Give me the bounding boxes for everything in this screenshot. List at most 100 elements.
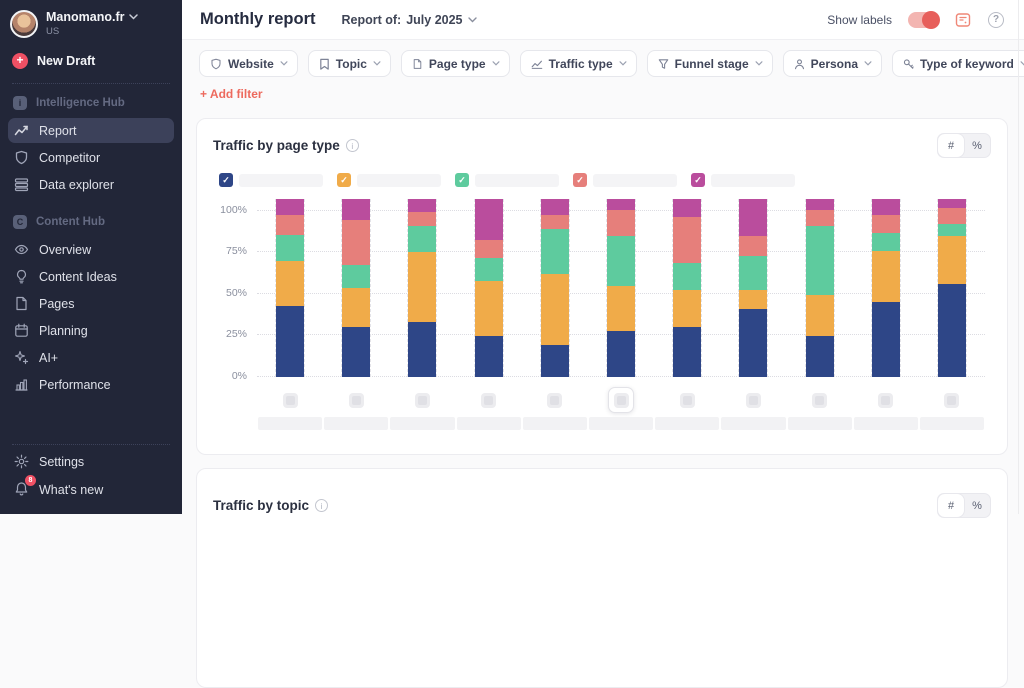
bar-segment (806, 226, 834, 295)
legend-checkbox[interactable]: ✓ (573, 173, 587, 187)
sidebar-item-pages[interactable]: Pages (8, 291, 174, 316)
filter-chip-type-of-keyword[interactable]: Type of keyword (892, 50, 1024, 77)
unit-percent-button[interactable]: % (964, 134, 990, 157)
filter-chip-page-type[interactable]: Page type (401, 50, 510, 77)
bar-segment (276, 306, 304, 377)
bar-segment (673, 290, 701, 327)
bar-slot (522, 199, 588, 377)
x-slot (853, 393, 919, 408)
filter-chip-funnel-stage[interactable]: Funnel stage (647, 50, 773, 77)
scrollbar[interactable] (1018, 0, 1019, 514)
sidebar-item-overview[interactable]: Overview (8, 237, 174, 262)
bar-slot (853, 199, 919, 377)
legend-label-redacted (357, 174, 441, 187)
bar-segment (673, 327, 701, 377)
sidebar-item-content-ideas[interactable]: Content Ideas (8, 264, 174, 289)
sidebar-item-planning[interactable]: Planning (8, 318, 174, 343)
x-slot (919, 393, 985, 408)
category-label-redacted (854, 417, 918, 430)
sidebar-item-ai-plus[interactable]: AI+ (8, 345, 174, 370)
legend-checkbox[interactable]: ✓ (337, 173, 351, 187)
legend-item[interactable]: ✓ (337, 173, 441, 187)
bar-segment (541, 229, 569, 274)
new-draft-button[interactable]: + New Draft (0, 44, 182, 79)
unit-switch: # % (937, 133, 991, 158)
category-checkbox[interactable] (746, 393, 761, 408)
legend-item[interactable]: ✓ (219, 173, 323, 187)
legend-item[interactable]: ✓ (573, 173, 677, 187)
category-checkbox[interactable] (481, 393, 496, 408)
plus-icon: + (12, 53, 28, 69)
stacked-bar[interactable] (540, 199, 570, 377)
bar-segment (475, 336, 503, 377)
category-checkbox[interactable] (349, 393, 364, 408)
x-label-slot (257, 417, 323, 430)
clipboard-icon[interactable] (954, 11, 972, 29)
category-checkbox-focused[interactable] (608, 387, 634, 413)
category-checkbox[interactable] (812, 393, 827, 408)
category-checkbox[interactable] (547, 393, 562, 408)
stacked-bar[interactable] (275, 199, 305, 377)
stacked-bar[interactable] (937, 199, 967, 377)
bar-segment (739, 256, 767, 290)
filter-chip-topic[interactable]: Topic (308, 50, 391, 77)
bar-segment (938, 236, 966, 284)
sidebar-item-performance[interactable]: Performance (8, 372, 174, 397)
sidebar-item-report[interactable]: Report (8, 118, 174, 143)
category-checkbox[interactable] (878, 393, 893, 408)
file-icon (14, 296, 29, 311)
help-icon[interactable]: ? (988, 12, 1004, 28)
x-label-slot (522, 417, 588, 430)
bar-segment (938, 199, 966, 208)
legend-item[interactable]: ✓ (455, 173, 559, 187)
legend-label-redacted (711, 174, 795, 187)
legend-checkbox[interactable]: ✓ (219, 173, 233, 187)
legend-checkbox[interactable]: ✓ (691, 173, 705, 187)
bar-slot (588, 199, 654, 377)
stacked-bar[interactable] (871, 199, 901, 377)
info-icon[interactable]: i (346, 139, 359, 152)
bar-segment (475, 199, 503, 240)
x-slot (787, 393, 853, 408)
sidebar-item-data-explorer[interactable]: Data explorer (8, 172, 174, 197)
filter-chip-persona[interactable]: Persona (783, 50, 882, 77)
bar-segment (408, 226, 436, 253)
card-title: Traffic by page type (213, 138, 340, 153)
category-checkbox[interactable] (614, 393, 629, 408)
x-axis-labels (257, 417, 985, 430)
sidebar-item-whats-new[interactable]: 8 What's new (8, 476, 174, 504)
stacked-bar[interactable] (805, 199, 835, 377)
category-checkbox[interactable] (680, 393, 695, 408)
add-filter-button[interactable]: + Add filter (182, 77, 263, 101)
sidebar-item-competitor[interactable]: Competitor (8, 145, 174, 170)
filter-chip-website[interactable]: Website (199, 50, 298, 77)
category-label-redacted (390, 417, 454, 430)
stacked-bar[interactable] (407, 199, 437, 377)
legend-checkbox[interactable]: ✓ (455, 173, 469, 187)
report-period-dropdown[interactable]: Report of: July 2025 (342, 13, 477, 27)
stacked-bar[interactable] (606, 199, 636, 377)
workspace-switcher[interactable]: Manomano.fr US (0, 0, 182, 44)
traffic-by-topic-card: Traffic by topic i # % (196, 468, 1008, 688)
bar-segment (276, 261, 304, 306)
bar-segment (342, 327, 370, 377)
stacked-bar[interactable] (672, 199, 702, 377)
chevron-down-icon (492, 61, 500, 66)
bar-segment (475, 240, 503, 258)
info-icon[interactable]: i (315, 499, 328, 512)
category-checkbox[interactable] (944, 393, 959, 408)
legend-item[interactable]: ✓ (691, 173, 795, 187)
bar-segment (342, 288, 370, 327)
category-checkbox[interactable] (283, 393, 298, 408)
legend-label-redacted (593, 174, 677, 187)
stacked-bar[interactable] (474, 199, 504, 377)
category-checkbox[interactable] (415, 393, 430, 408)
bar-segment (408, 322, 436, 377)
chevron-down-icon (864, 61, 872, 66)
stacked-bar[interactable] (738, 199, 768, 377)
stacked-bar[interactable] (341, 199, 371, 377)
sidebar-item-settings[interactable]: Settings (8, 449, 174, 474)
show-labels-toggle[interactable] (908, 12, 938, 28)
unit-number-button[interactable]: # (938, 134, 964, 157)
filter-chip-traffic-type[interactable]: Traffic type (520, 50, 637, 77)
